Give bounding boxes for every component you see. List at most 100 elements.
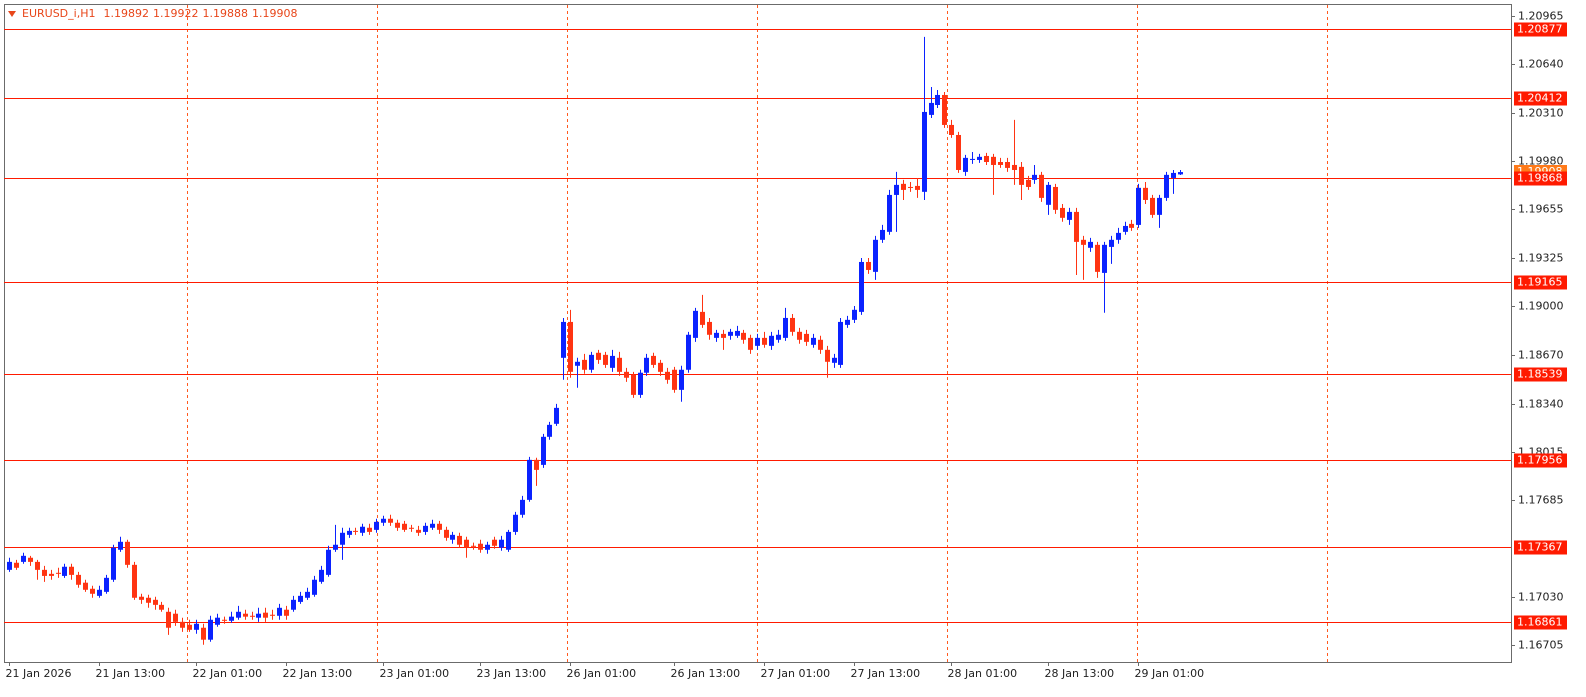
candle-body <box>1102 244 1107 273</box>
candle-body <box>471 545 476 547</box>
candle-body <box>35 561 40 570</box>
candle-body <box>125 541 130 565</box>
candle-body <box>250 615 255 617</box>
candle-body <box>956 134 961 170</box>
candle-body <box>894 184 899 195</box>
candle-body <box>374 521 379 530</box>
candle-body <box>866 261 871 270</box>
candle-body <box>7 561 12 570</box>
level-label: 1.20412 <box>1517 92 1563 105</box>
y-tick-label: 1.20640 <box>1518 58 1564 71</box>
candle-body <box>180 621 185 628</box>
candle-body <box>977 156 982 160</box>
candle-body <box>596 352 601 360</box>
candle-body <box>748 337 753 350</box>
candle-body <box>832 357 837 363</box>
candle-body <box>444 529 449 538</box>
candle-body <box>277 607 282 616</box>
candle-body <box>776 334 781 340</box>
candle-body <box>1067 211 1072 220</box>
candle-body <box>1136 187 1141 225</box>
candle-body <box>631 374 636 395</box>
x-tick-label: 23 Jan 13:00 <box>477 667 547 680</box>
level-label-box <box>1514 615 1567 630</box>
candle-body <box>755 337 760 346</box>
candle-body <box>416 529 421 533</box>
candle-body <box>97 589 102 596</box>
candle-body <box>783 317 788 338</box>
header-open: 1.19892 <box>103 7 149 20</box>
candle-body <box>728 331 733 336</box>
candle-body <box>49 573 54 576</box>
candle-body <box>42 569 47 576</box>
candle-body <box>1032 174 1037 180</box>
candle-body <box>1129 223 1134 228</box>
candle-body <box>305 591 310 598</box>
candle-body <box>679 369 684 390</box>
candle-body <box>1116 232 1121 240</box>
candle-body <box>610 355 615 368</box>
candle-body <box>270 614 275 616</box>
chart-header: EURUSD_i,H1 1.19892 1.19922 1.19888 1.19908 <box>22 7 297 20</box>
header-low: 1.19888 <box>202 7 248 20</box>
candle-body <box>665 371 670 380</box>
candle-body <box>229 616 234 621</box>
candle-body <box>173 613 178 622</box>
x-tick-label: 21 Jan 13:00 <box>96 667 166 680</box>
candle-body <box>201 627 206 640</box>
x-tick-label: 26 Jan 13:00 <box>671 667 741 680</box>
level-label: 1.19868 <box>1517 172 1563 185</box>
candle-body <box>340 532 345 545</box>
level-label: 1.19165 <box>1517 276 1563 289</box>
candle-body <box>409 527 414 529</box>
candle-body <box>901 183 906 190</box>
candle-body <box>291 599 296 610</box>
candle-body <box>852 309 857 320</box>
candle-body <box>658 362 663 372</box>
candle-body <box>970 158 975 160</box>
symbol-menu-icon[interactable] <box>8 11 16 17</box>
level-label-box <box>1514 367 1567 382</box>
candle-body <box>700 311 705 325</box>
level-label: 1.20877 <box>1517 23 1563 36</box>
candle-body <box>707 321 712 335</box>
candle-body <box>534 459 539 470</box>
level-label-box <box>1514 171 1567 186</box>
candle-body <box>159 604 164 610</box>
x-tick-label: 22 Jan 01:00 <box>193 667 263 680</box>
candle-body <box>929 102 934 115</box>
candle-body <box>589 354 594 370</box>
candle-body <box>215 617 220 625</box>
y-tick-label: 1.18670 <box>1518 349 1564 362</box>
candle-body <box>527 459 532 500</box>
candle-body <box>714 332 719 338</box>
x-tick-label: 29 Jan 01:00 <box>1135 667 1205 680</box>
candle-body <box>741 332 746 340</box>
candle-body <box>1171 172 1176 178</box>
candle-body <box>1046 184 1051 205</box>
x-tick-label: 21 Jan 2026 <box>6 667 72 680</box>
header-close: 1.19908 <box>252 7 298 20</box>
candle-body <box>1157 197 1162 215</box>
candle-body <box>353 530 358 532</box>
y-tick-label: 1.16705 <box>1518 639 1564 652</box>
candle-body <box>14 562 19 568</box>
candle-body <box>672 369 677 390</box>
candle-body <box>243 613 248 617</box>
candle-body <box>915 185 920 190</box>
candle-body <box>1060 207 1065 218</box>
candle-body <box>319 569 324 582</box>
x-tick-label: 26 Jan 01:00 <box>567 667 637 680</box>
candle-body <box>984 155 989 163</box>
x-tick-label: 23 Jan 01:00 <box>380 667 450 680</box>
candle-body <box>541 436 546 465</box>
candle-body <box>845 319 850 325</box>
candle-body <box>838 321 843 365</box>
candle-body <box>818 339 823 350</box>
candle-body <box>430 523 435 528</box>
candle-body <box>582 359 587 370</box>
candle-body <box>617 357 622 372</box>
candle-body <box>256 613 261 618</box>
candle-body <box>312 579 317 595</box>
level-label-box <box>1514 540 1567 555</box>
